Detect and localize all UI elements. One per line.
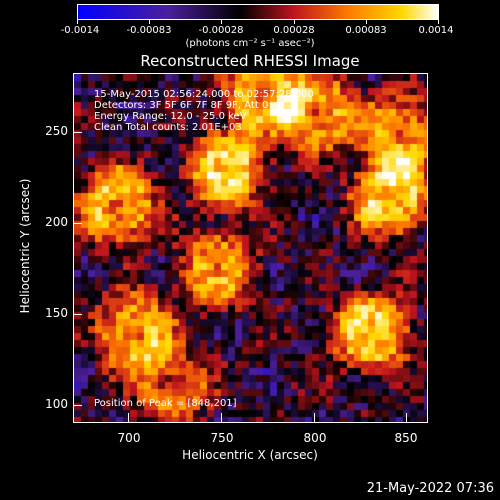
y-tickmark	[73, 132, 82, 133]
chart-title: Reconstructed RHESSI Image	[140, 52, 360, 70]
x-tick-label: 800	[303, 431, 327, 445]
x-axis-label: Heliocentric X (arcsec)	[182, 448, 318, 462]
heatmap-image	[74, 74, 427, 422]
y-tick-label: 250	[45, 124, 68, 138]
colorbar-tick-label: -0.0014	[60, 25, 100, 36]
colorbar-tick-label: -0.00083	[126, 25, 172, 36]
y-tickmark	[73, 405, 82, 406]
annotation-peak-position: Position of Peak = [848,201]	[94, 398, 237, 409]
colorbar-tickmark	[149, 20, 150, 24]
x-tick-label: 750	[210, 431, 234, 445]
annotation-energy-range: Energy Range: 12.0 - 25.0 keV	[94, 111, 247, 122]
y-tick-label: 150	[45, 306, 68, 320]
annotation-time-range: 15-May-2015 02:56:24.000 to 02:57:28.000	[94, 89, 314, 100]
colorbar-units: (photons cm⁻² s⁻¹ asec⁻²)	[185, 38, 315, 49]
colorbar-tickmark	[294, 20, 295, 24]
timestamp: 21-May-2022 07:36	[366, 481, 494, 496]
y-tick-label: 100	[45, 397, 68, 411]
y-axis-label: Heliocentric Y (arcsec)	[18, 178, 32, 314]
x-tick-label: 850	[394, 431, 418, 445]
y-tickmark	[73, 314, 82, 315]
colorbar-tick-label: -0.00028	[198, 25, 244, 36]
colorbar-tickmark	[221, 20, 222, 24]
colorbar	[77, 4, 439, 20]
colorbar-tick-label: 0.00028	[273, 25, 315, 36]
colorbar-tick-label: 0.00083	[345, 25, 387, 36]
plot-area: 15-May-2015 02:56:24.000 to 02:57:28.000…	[73, 73, 428, 423]
x-tick-label: 700	[117, 431, 141, 445]
colorbar-tick-label: 0.0014	[418, 25, 454, 36]
annotation-detectors: Detectors: 3F 5F 6F 7F 8F 9F, Att 0	[94, 100, 269, 111]
x-tickmark	[314, 413, 315, 422]
x-tickmark	[128, 413, 129, 422]
y-tick-label: 200	[45, 215, 68, 229]
colorbar-tickmark	[366, 20, 367, 24]
x-tickmark	[221, 413, 222, 422]
x-tickmark	[406, 413, 407, 422]
annotation-clean-counts: Clean Total counts: 2.01E+03	[94, 122, 242, 133]
colorbar-tickmark	[438, 20, 439, 24]
y-tickmark	[73, 223, 82, 224]
colorbar-tickmark	[77, 20, 78, 24]
